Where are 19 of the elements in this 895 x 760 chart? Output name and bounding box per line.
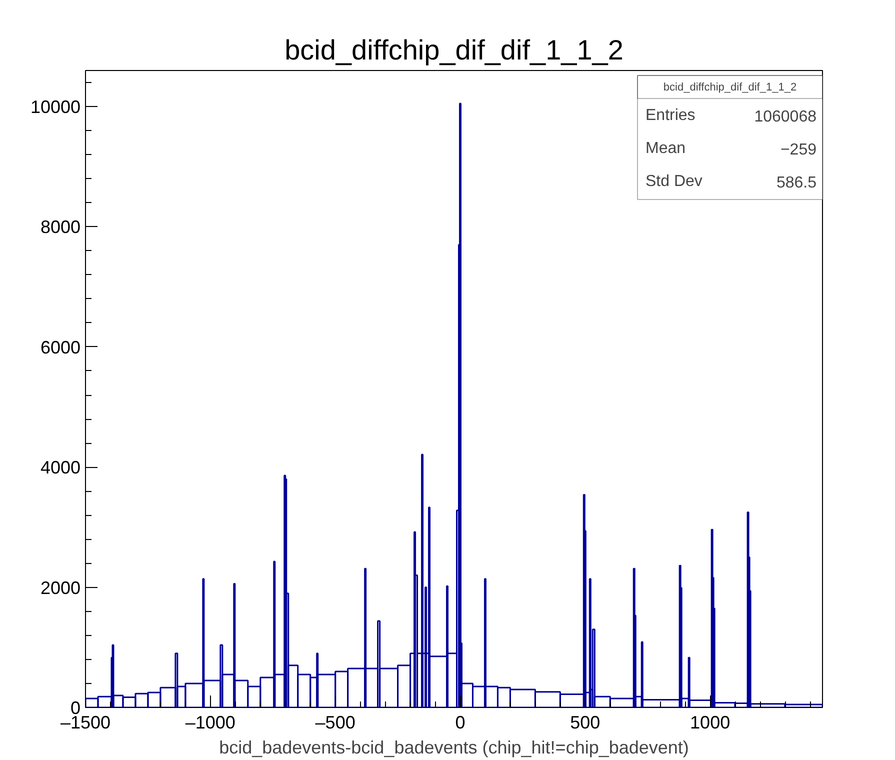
annotation: −259 <box>780 142 817 158</box>
x-tick-label: –500 <box>315 712 356 732</box>
annotation: bcid_diffchip_dif_dif_1_1_2 <box>663 82 797 94</box>
chart-title: bcid_diffchip_dif_dif_1_1_2 <box>284 34 624 66</box>
annotation: Std Dev <box>646 173 702 190</box>
y-tick-label: 4000 <box>40 458 81 478</box>
annotation: Entries <box>646 107 696 124</box>
annotation: 1060068 <box>754 108 817 126</box>
x-tick-label: 1000 <box>690 712 730 732</box>
x-tick-label: –1000 <box>185 712 236 732</box>
y-tick-label: 2000 <box>40 578 81 598</box>
annotation: 586.5 <box>776 174 817 192</box>
x-tick-label: 500 <box>570 712 600 732</box>
y-tick-label: 10000 <box>30 97 81 118</box>
x-axis-title: bcid_badevents-bcid_badevents (chip_hit!=chip_badevent) <box>219 738 689 758</box>
x-tick-label: 0 <box>455 712 466 732</box>
annotation: Mean <box>646 140 686 157</box>
y-tick-label: 8000 <box>40 217 81 238</box>
y-tick-label: 6000 <box>40 337 81 358</box>
